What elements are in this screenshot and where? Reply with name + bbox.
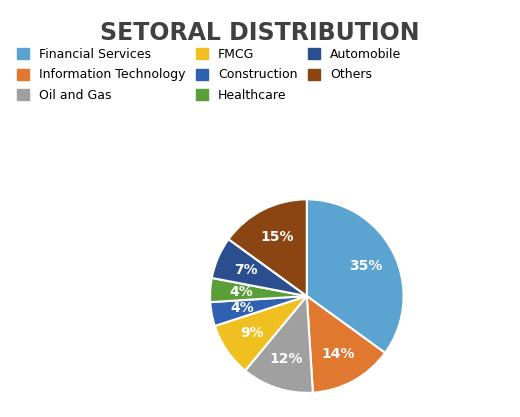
Wedge shape — [212, 239, 307, 296]
Text: 15%: 15% — [260, 231, 294, 244]
Text: 9%: 9% — [241, 326, 264, 340]
Wedge shape — [245, 296, 313, 393]
Wedge shape — [215, 296, 307, 371]
Wedge shape — [307, 199, 404, 353]
Legend: Financial Services, Information Technology, Oil and Gas, FMCG, Construction, Hea: Financial Services, Information Technolo… — [17, 48, 401, 102]
Text: 14%: 14% — [322, 347, 355, 361]
Wedge shape — [210, 296, 307, 326]
Wedge shape — [210, 278, 307, 302]
Text: 4%: 4% — [229, 285, 253, 299]
Text: 12%: 12% — [270, 352, 303, 366]
Wedge shape — [228, 199, 307, 296]
Text: SETORAL DISTRIBUTION: SETORAL DISTRIBUTION — [100, 21, 420, 45]
Text: 4%: 4% — [230, 301, 254, 315]
Text: 7%: 7% — [235, 263, 258, 277]
Text: 35%: 35% — [349, 259, 382, 273]
Wedge shape — [307, 296, 385, 393]
